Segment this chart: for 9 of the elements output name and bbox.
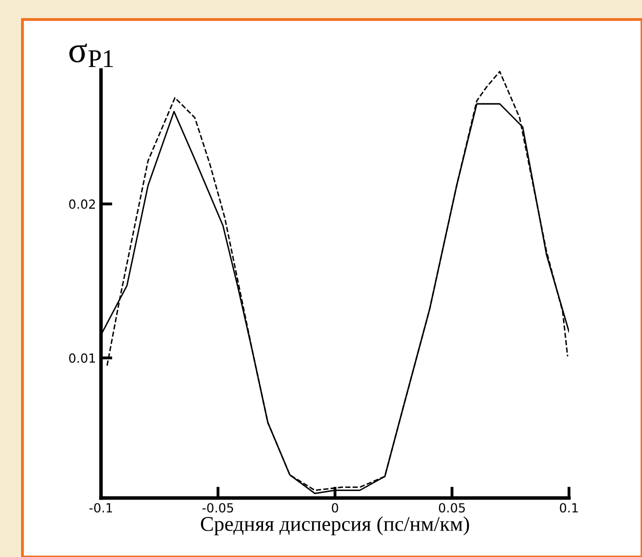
x-tick-label: -0.05 — [202, 503, 234, 513]
y-axis-title: σ$_{P1}$ — [69, 44, 113, 67]
x-tick-label: 0 — [332, 503, 338, 513]
y-tick-label: 0.01 — [69, 353, 95, 363]
x-axis-title: Средняя дисперсия (пс/нм/км) — [200, 516, 470, 536]
y-tick-label: 0.02 — [69, 199, 95, 209]
x-tick-label: -0.1 — [89, 503, 112, 513]
x-tick-label: 0.1 — [560, 503, 578, 513]
x-tick-label: 0.05 — [438, 503, 465, 513]
